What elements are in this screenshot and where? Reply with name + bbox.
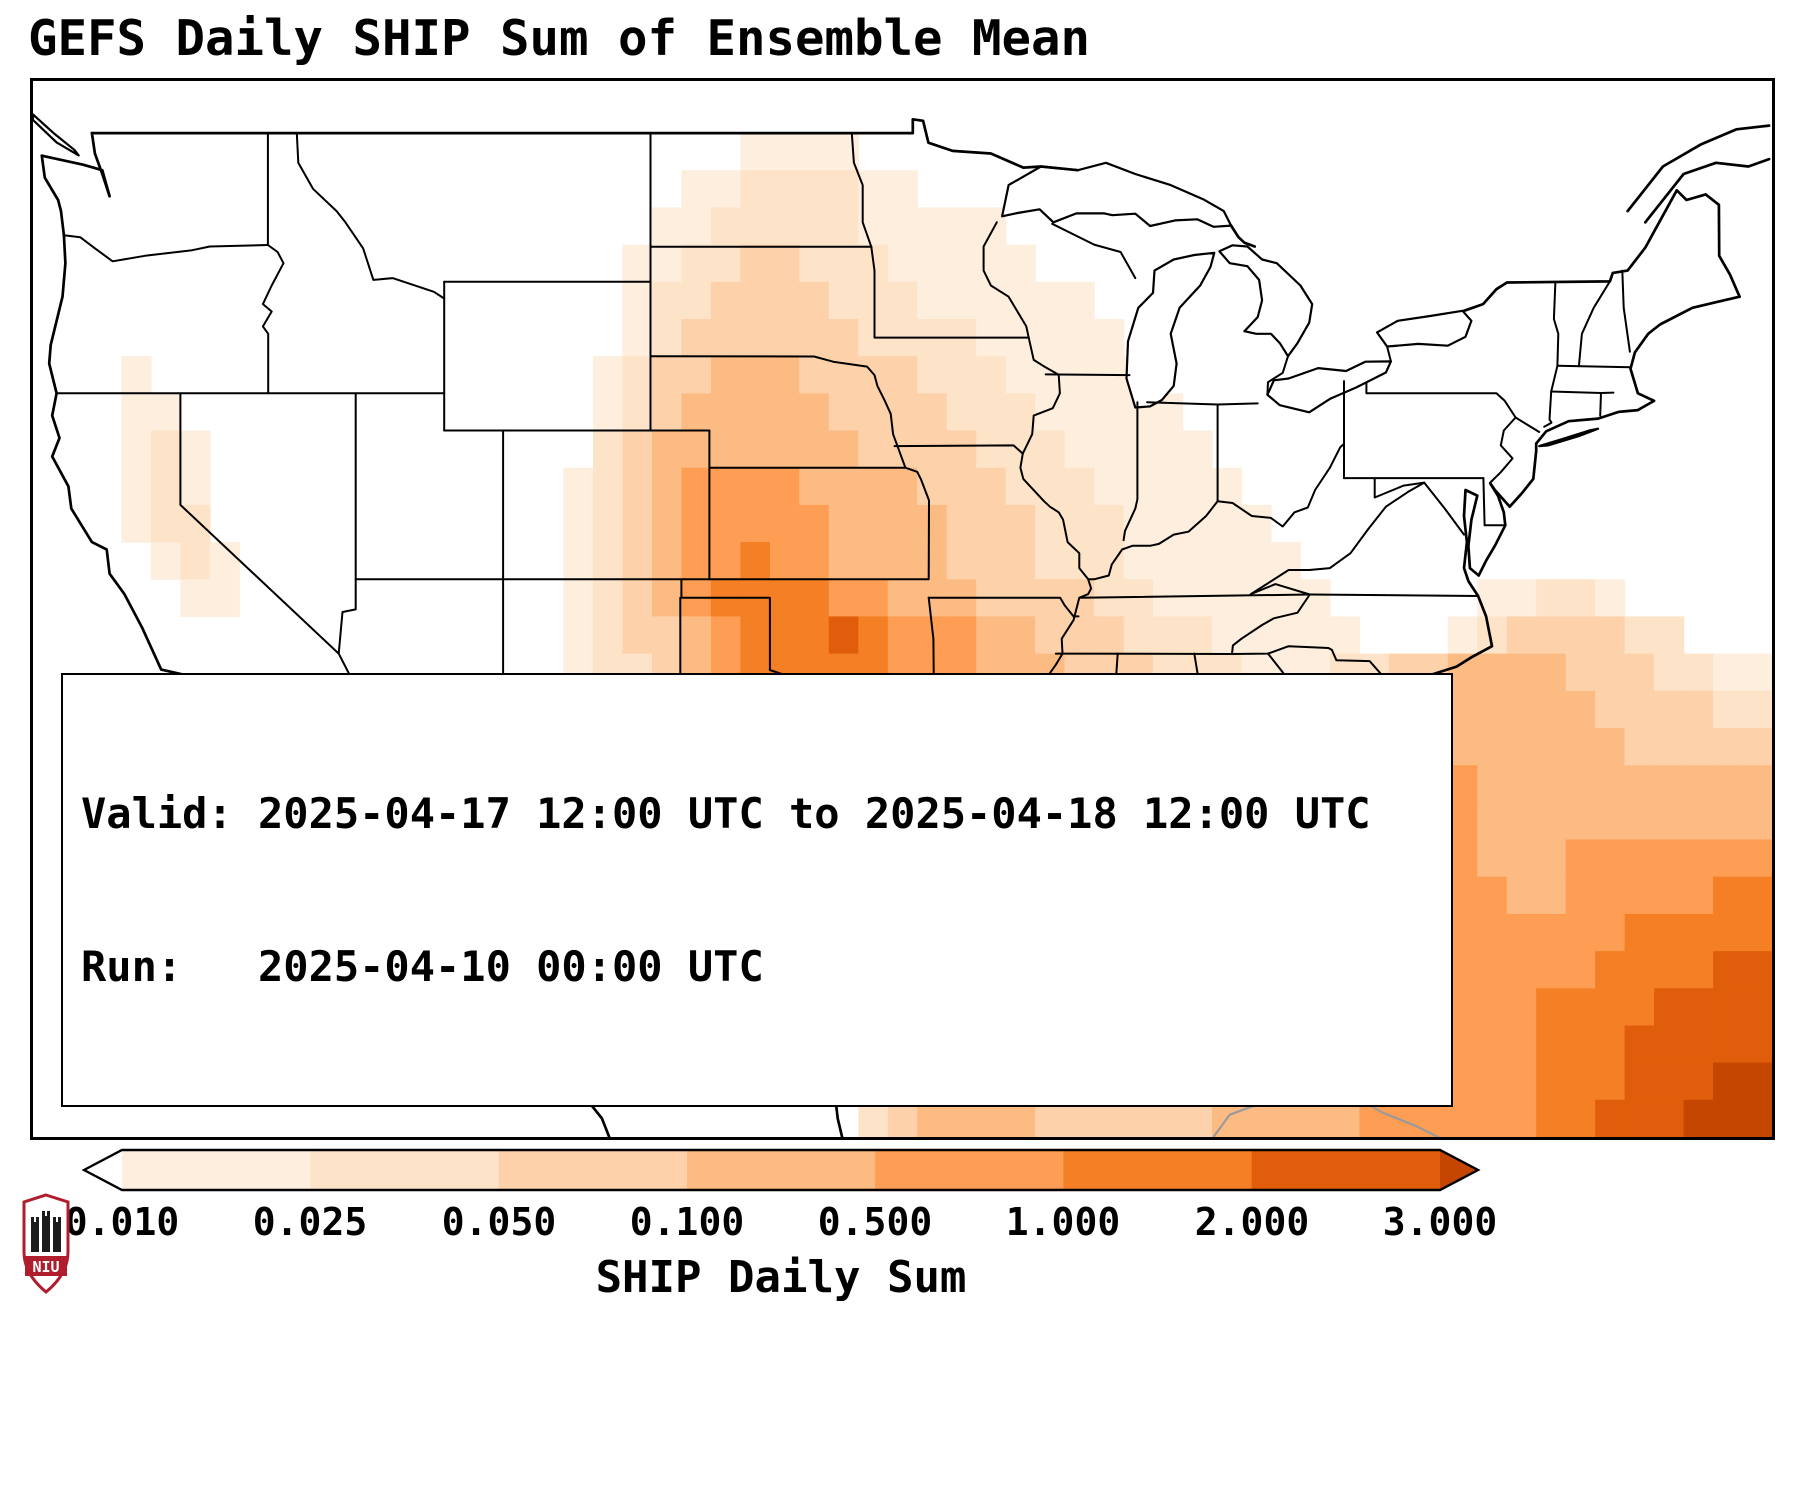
us-ship-heatmap: [33, 113, 1772, 1137]
run-time-line: Run: 2025-04-10 00:00 UTC: [81, 942, 764, 992]
colorbar-axis-label: SHIP Daily Sum: [595, 1252, 967, 1303]
colorbar-tick-label: 0.100: [629, 1200, 745, 1244]
colorbar-tick-label: 1.000: [1005, 1200, 1121, 1244]
colorbar-tick-label: 0.500: [817, 1200, 933, 1244]
colorbar-tick-label: 0.025: [252, 1200, 368, 1244]
logo-text: NIU: [32, 1258, 59, 1276]
map-panel: Valid: 2025-04-17 12:00 UTC to 2025-04-1…: [30, 78, 1775, 1140]
chart-title: GEFS Daily SHIP Sum of Ensemble Mean: [28, 10, 1091, 67]
colorbar-outline: [82, 1148, 1481, 1192]
colorbar-over-arrow: [1440, 1150, 1478, 1190]
logo-banner: [25, 1256, 67, 1276]
heatmap-layer: [121, 133, 1772, 1137]
colorbar-tick-label: 0.050: [441, 1200, 557, 1244]
colorbar-tick-label: 2.000: [1194, 1200, 1310, 1244]
info-box: Valid: 2025-04-17 12:00 UTC to 2025-04-1…: [61, 673, 1453, 1107]
colorbar-tick-label: 3.000: [1382, 1200, 1498, 1244]
colorbar-tick-label: 0.010: [64, 1200, 180, 1244]
colorbar: [82, 1148, 1481, 1192]
niu-logo: NIU: [22, 1193, 70, 1294]
lakes-layer: [1001, 161, 1473, 414]
castle-icon: [31, 1211, 61, 1252]
colorbar-under-arrow: [84, 1150, 122, 1190]
islands-layer: [33, 113, 1600, 448]
valid-time-line: Valid: 2025-04-17 12:00 UTC to 2025-04-1…: [81, 788, 1371, 838]
